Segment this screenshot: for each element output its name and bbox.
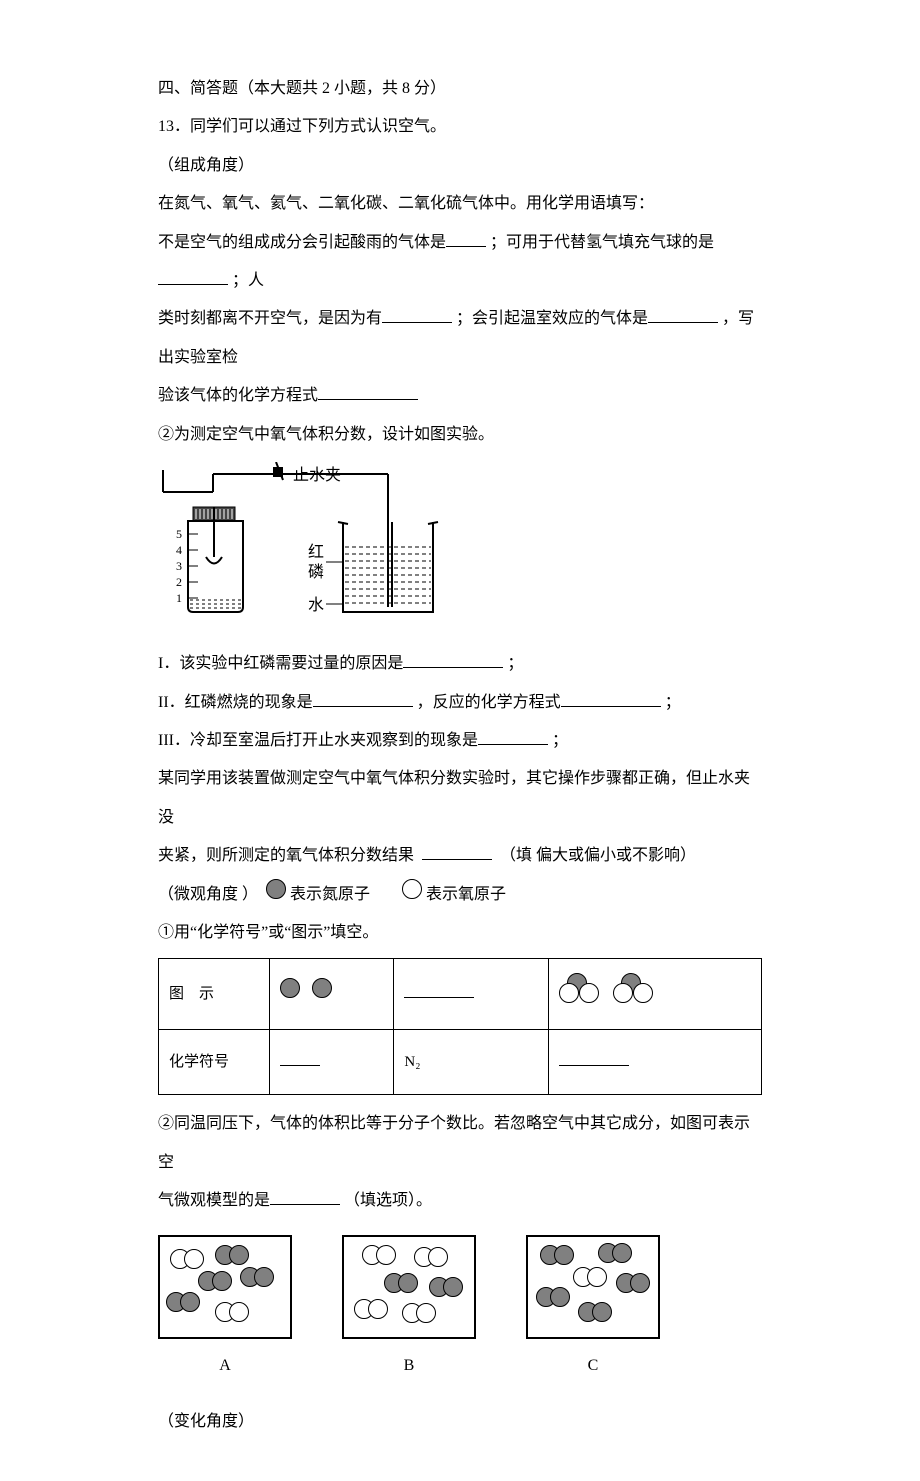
text: ；人 xyxy=(232,272,264,289)
text: 夹紧，则所测定的氧气体积分数结果 xyxy=(158,847,414,864)
composition-line2: 不是空气的组成成分会引起酸雨的气体是 ；可用于代替氢气填充气球的是 ；人 xyxy=(158,224,762,301)
blank[interactable] xyxy=(403,651,503,668)
cell-n2: N₂ xyxy=(394,1030,549,1095)
composition-heading: （组成角度） xyxy=(158,147,762,185)
svg-text:4: 4 xyxy=(176,543,182,557)
option-a: A xyxy=(158,1235,292,1385)
ii-line: II．红磷燃烧的现象是 ，反应的化学方程式 ； xyxy=(158,684,762,722)
change-heading: （变化角度） xyxy=(158,1403,762,1441)
option-c-label: C xyxy=(526,1347,660,1385)
cell-diagram-2no2 xyxy=(549,959,762,1030)
blank[interactable] xyxy=(382,306,452,323)
blank[interactable] xyxy=(270,1188,340,1205)
micro-heading-row: （微观角度 ） 表示氮原子 表示氧原子 xyxy=(158,876,762,914)
micro-sub2b: 气微观模型的是 （填选项）。 xyxy=(158,1182,762,1220)
blank[interactable] xyxy=(446,230,486,247)
text: ，反应的化学方程式 xyxy=(417,694,561,711)
blank[interactable] xyxy=(318,383,418,400)
measure-line: ②为测定空气中氧气体积分数，设计如图实验。 xyxy=(158,416,762,454)
symbol-table: 图 示 化学符号 N₂ xyxy=(158,958,762,1095)
svg-text:1: 1 xyxy=(176,591,182,605)
iii-line: III．冷却至室温后打开止水夹观察到的现象是 ； xyxy=(158,722,762,760)
svg-text:3: 3 xyxy=(176,559,182,573)
cell-blank[interactable] xyxy=(270,1030,394,1095)
text: ； xyxy=(507,655,523,672)
o-atom-icon xyxy=(402,879,422,899)
option-b: B xyxy=(342,1235,476,1385)
blank[interactable] xyxy=(478,728,548,745)
cell-blank[interactable] xyxy=(549,1030,762,1095)
n-atom-icon xyxy=(280,978,300,998)
text: II．红磷燃烧的现象是 xyxy=(158,694,313,711)
text: 类时刻都离不开空气，是因为有 xyxy=(158,310,382,327)
blank[interactable] xyxy=(313,690,413,707)
text: （填选项）。 xyxy=(344,1192,432,1209)
blank[interactable] xyxy=(158,268,228,285)
svg-text:红: 红 xyxy=(308,543,324,561)
text: ；可用于代替氢气填充气球的是 xyxy=(490,234,714,251)
option-c-box xyxy=(526,1235,660,1339)
text: ；会引起温室效应的气体是 xyxy=(456,310,648,327)
svg-text:5: 5 xyxy=(176,527,182,541)
option-a-box xyxy=(158,1235,292,1339)
micro-heading: （微观角度 ） xyxy=(158,886,258,903)
micro-sub2a: ②同温同压下，气体的体积比等于分子个数比。若忽略空气中其它成分，如图可表示空 xyxy=(158,1105,762,1182)
text: 不是空气的组成成分会引起酸雨的气体是 xyxy=(158,234,446,251)
section-heading: 四、简答题（本大题共 2 小题，共 8 分） xyxy=(158,70,762,108)
table-row: 图 示 xyxy=(159,959,762,1030)
composition-line3: 类时刻都离不开空气，是因为有 ；会引起温室效应的气体是 ，写出实验室检 xyxy=(158,300,762,377)
option-a-label: A xyxy=(158,1347,292,1385)
text: ； xyxy=(552,732,568,749)
composition-line4: 验该气体的化学方程式 xyxy=(158,377,762,415)
apparatus-diagram: 止水夹 5 4 3 2 1 xyxy=(158,462,762,637)
svg-text:水: 水 xyxy=(308,596,324,614)
options-row: A B C xyxy=(158,1235,762,1385)
svg-text:磷: 磷 xyxy=(308,563,324,581)
row-label: 化学符号 xyxy=(159,1030,270,1095)
option-b-box xyxy=(342,1235,476,1339)
text: III．冷却至室温后打开止水夹观察到的现象是 xyxy=(158,732,478,749)
leak-line-b: 夹紧，则所测定的氧气体积分数结果 （填 偏大或偏小或不影响） xyxy=(158,837,762,875)
legend-o: 表示氧原子 xyxy=(426,886,506,903)
text: （填 偏大或偏小或不影响） xyxy=(500,847,696,864)
text: ； xyxy=(665,694,681,711)
composition-line1: 在氮气、氧气、氦气、二氧化碳、二氧化硫气体中。用化学用语填写： xyxy=(158,185,762,223)
text: I．该实验中红磷需要过量的原因是 xyxy=(158,655,403,672)
svg-text:2: 2 xyxy=(176,575,182,589)
q13-intro: 13．同学们可以通过下列方式认识空气。 xyxy=(158,108,762,146)
leak-line-a: 某同学用该装置做测定空气中氧气体积分数实验时，其它操作步骤都正确，但止水夹没 xyxy=(158,760,762,837)
blank[interactable] xyxy=(561,690,661,707)
i-line: I．该实验中红磷需要过量的原因是 ； xyxy=(158,645,762,683)
text: 验该气体的化学方程式 xyxy=(158,387,318,404)
option-c: C xyxy=(526,1235,660,1385)
cell-diagram-2n xyxy=(270,959,394,1030)
row-label: 图 示 xyxy=(159,959,270,1030)
cell-blank[interactable] xyxy=(394,959,549,1030)
n-atom-icon xyxy=(266,879,286,899)
legend-n: 表示氮原子 xyxy=(290,886,370,903)
option-b-label: B xyxy=(342,1347,476,1385)
micro-sub1: ①用“化学符号”或“图示”填空。 xyxy=(158,914,762,952)
blank[interactable] xyxy=(422,843,492,860)
table-row: 化学符号 N₂ xyxy=(159,1030,762,1095)
text: 气微观模型的是 xyxy=(158,1192,270,1209)
blank[interactable] xyxy=(648,306,718,323)
n-atom-icon xyxy=(312,978,332,998)
